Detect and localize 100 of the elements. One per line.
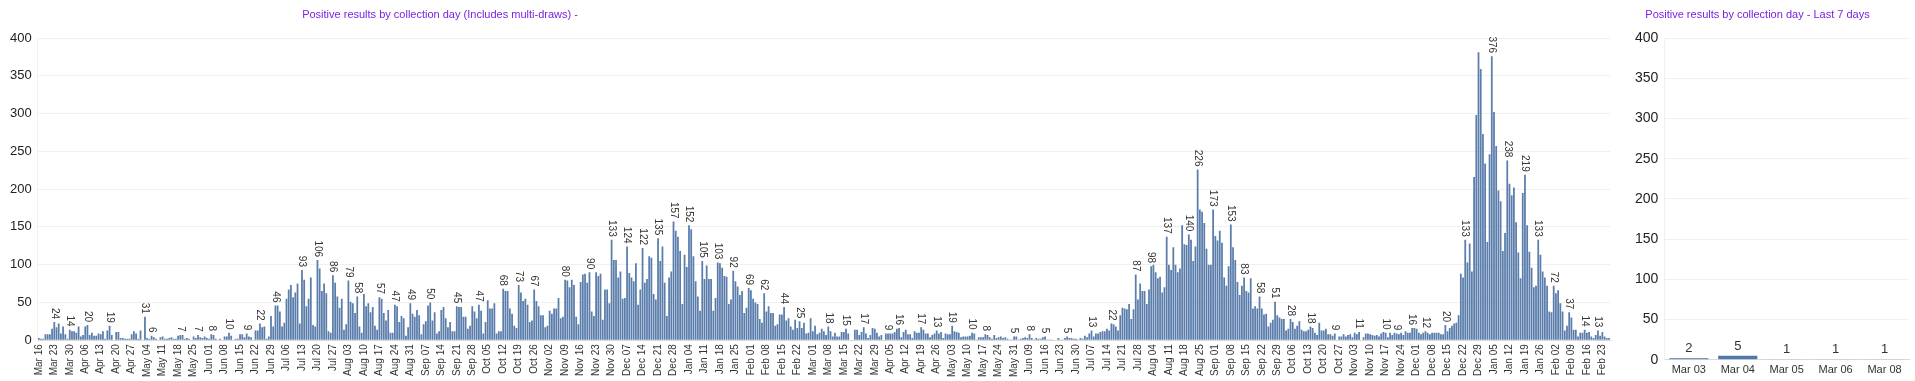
data-label: 18 (1305, 312, 1317, 325)
data-label: 18 (823, 312, 835, 325)
x-tick-label: Aug 17 (373, 343, 385, 376)
x-tick-label: Mar 29 (868, 343, 880, 376)
x-tick-label: Aug 25 (1193, 343, 1205, 376)
x-tick-label: Jan 12 (1503, 343, 1515, 375)
x-tick-label: Oct 27 (1332, 343, 1344, 374)
x-tick-label: Jan 11 (698, 343, 710, 374)
data-label: 45 (452, 292, 464, 304)
data-label: 11 (1354, 318, 1366, 330)
y-tick-label: 350 (9, 67, 32, 83)
x-tick-label: May 24 (992, 343, 1004, 377)
data-label: 5 (1040, 327, 1052, 334)
data-label: 67 (529, 275, 541, 288)
x-tick-label: May 25 (187, 343, 199, 377)
x-tick-label: Sep 01 (1209, 343, 1221, 376)
x-tick-label: Apr 13 (94, 343, 106, 374)
x-tick-label: Mar 01 (806, 343, 818, 376)
y-tick-label: 100 (9, 256, 32, 272)
data-label: 9 (241, 324, 253, 331)
data-label: 7 (193, 326, 205, 333)
data-label: 87 (1130, 260, 1142, 272)
x-tick-label: Aug 10 (357, 343, 369, 376)
data-label: 20 (1440, 310, 1452, 323)
x-tick-label: Dec 14 (636, 343, 648, 376)
y-tick-label: 0 (1650, 350, 1659, 367)
x-tick-label: Oct 19 (512, 343, 524, 374)
data-label: 1 (1880, 341, 1889, 357)
x-tick-label: Nov 16 (574, 343, 586, 376)
y-tick-label: 350 (1635, 69, 1659, 86)
x-tick-label: Mar 08 (822, 343, 834, 376)
y-tick-label: 150 (9, 218, 32, 234)
data-label: 51 (1270, 287, 1282, 300)
data-label: 7 (175, 326, 187, 333)
data-label: 19 (947, 311, 959, 324)
x-tick-label: Jan 25 (729, 343, 741, 375)
data-label: 50 (425, 288, 437, 300)
x-tick-label: Sep 08 (1224, 343, 1236, 376)
x-tick-label: Mar 16 (32, 343, 44, 376)
x-tick-label: Oct 05 (481, 343, 493, 374)
data-label: 133 (606, 220, 618, 238)
x-tick-label: Jan 26 (1534, 343, 1546, 375)
x-tick-label: May 04 (140, 343, 152, 377)
y-tick-label: 200 (1635, 189, 1659, 206)
x-tick-label: May 11 (156, 343, 168, 377)
x-tick-label: Feb 08 (760, 343, 772, 376)
x-tick-label: Feb 16 (1580, 343, 1592, 376)
y-tick-label: 300 (9, 105, 32, 121)
data-label: 5 (1734, 337, 1742, 353)
data-label: 5 (1009, 327, 1021, 334)
y-tick-label: 0 (24, 331, 32, 347)
data-label: 22 (1106, 309, 1118, 322)
x-tick-label: Feb 09 (1565, 343, 1577, 376)
x-tick-label: Apr 12 (899, 343, 911, 374)
x-tick-label: Oct 06 (1286, 343, 1298, 374)
x-tick-label: Apr 26 (930, 343, 942, 374)
data-label: 153 (1226, 204, 1238, 223)
data-label: 28 (1285, 304, 1297, 317)
x-tick-label: Aug 03 (342, 343, 354, 376)
data-label: 9 (883, 324, 895, 331)
x-tick-label: Jun 09 (1023, 343, 1035, 375)
data-label: 13 (931, 316, 943, 328)
x-tick-label: Aug 18 (1178, 343, 1190, 376)
x-tick-label: Aug 24 (388, 343, 400, 376)
y-tick-label: 50 (17, 294, 32, 310)
x-tick-label: Jun 23 (1054, 343, 1066, 375)
x-tick-label: Jun 01 (202, 343, 214, 375)
chart-title: Positive results by collection day - Last 7 days (1644, 8, 1871, 20)
x-tick-label: Jan 19 (1518, 343, 1530, 375)
data-label: 9 (1391, 324, 1403, 331)
x-tick-label: Nov 24 (1394, 343, 1406, 376)
data-label: 16 (894, 313, 906, 326)
data-label: 124 (622, 226, 634, 244)
data-label: 173 (1208, 189, 1220, 207)
x-tick-label: Nov 10 (1363, 343, 1375, 376)
data-label: 90 (584, 258, 596, 270)
x-tick-label: Feb 01 (744, 343, 756, 376)
x-tick-label: Sep 07 (419, 343, 431, 376)
x-tick-label: Feb 22 (791, 343, 803, 376)
x-tick-label: Sep 29 (1271, 343, 1283, 376)
data-label: 12 (1420, 317, 1432, 329)
x-tick-label: Oct 12 (496, 343, 508, 374)
x-tick-label: Sep 28 (466, 343, 478, 376)
x-tick-label: Dec 01 (1410, 343, 1422, 376)
x-tick-label: May 18 (171, 343, 183, 377)
x-tick-label: Oct 13 (1301, 343, 1313, 374)
data-label: 72 (1548, 271, 1560, 284)
chart-title: Positive results by collection day (Includes multi-draws) - (301, 8, 579, 20)
y-tick-label: 100 (1635, 270, 1659, 287)
x-tick-label: Oct 26 (527, 343, 539, 374)
data-label: 93 (297, 255, 309, 268)
data-label: 106 (312, 240, 324, 258)
x-tick-label: Jul 13 (295, 343, 307, 371)
y-tick-label: 400 (9, 29, 32, 45)
data-label: 47 (474, 290, 486, 303)
data-label: 140 (1184, 214, 1196, 232)
data-label: 1 (1783, 341, 1791, 357)
data-label: 17 (858, 313, 870, 325)
x-tick-label: Nov 17 (1379, 343, 1391, 376)
x-tick-label: Apr 05 (883, 343, 895, 374)
